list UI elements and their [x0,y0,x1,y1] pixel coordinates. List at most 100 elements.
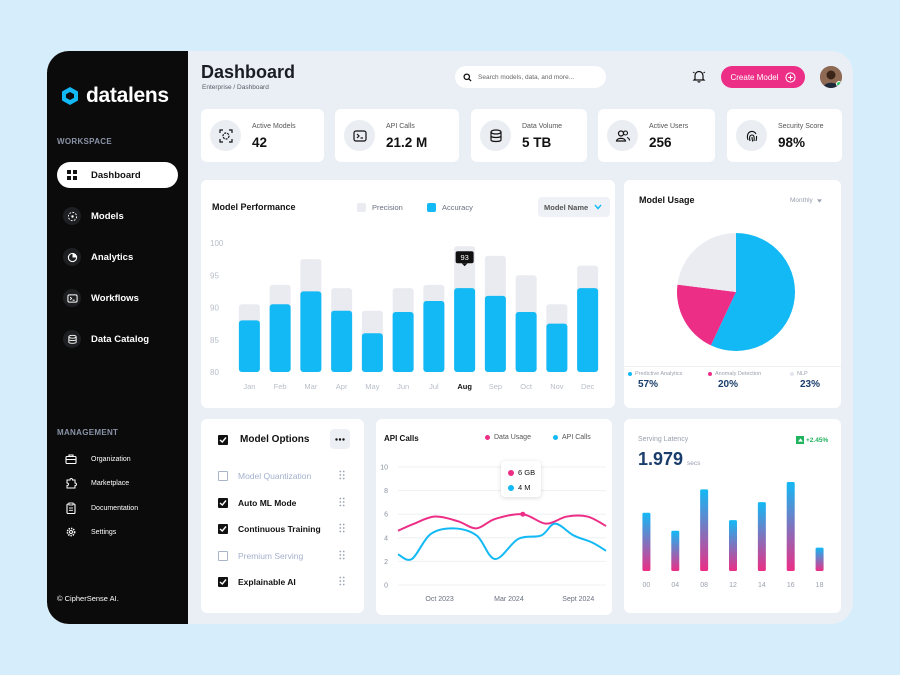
stat-card-active-users[interactable]: Active Users 256 [598,109,715,162]
data-usage-line [397,513,607,532]
sidebar-item-label: Organization [91,455,131,463]
option-checkbox[interactable] [218,577,228,587]
stat-card-data-volume[interactable]: Data Volume 5 TB [471,109,587,162]
option-row[interactable]: Model Quantization [218,471,311,481]
logo-icon [62,87,78,105]
sidebar-item-label: Workflows [91,292,139,304]
x-tick-label: Dec [581,382,595,391]
latency-value: 1.979 [638,449,684,469]
serving-latency-card: Serving Latency +2.45% 1.979 secs 00 04 08… [624,419,841,613]
notification-bell-icon[interactable] [692,69,706,88]
option-label: Auto ML Mode [238,497,297,508]
stat-card-active-models[interactable]: Active Models 42 [201,109,324,162]
accuracy-bar [454,288,476,372]
highlight-tooltip-box [455,251,474,264]
x-tick-label: Feb [274,382,287,391]
x-tick-label: Nov [550,382,564,391]
sidebar: datalens WORKSPACE Dashboard Models Anal… [47,51,188,624]
option-checkbox[interactable] [218,550,228,561]
period-dropdown[interactable]: Monthly [790,197,822,204]
stat-label: API Calls [386,123,415,130]
drag-handle-icon[interactable] [339,576,345,588]
option-row[interactable]: Premium Serving [218,550,304,561]
api-calls-line [397,522,607,561]
search-icon [463,72,472,82]
x-tick-label: Oct [520,382,533,391]
latency-value-group: 1.979 secs [638,449,700,470]
drag-handle-icon[interactable] [339,497,345,509]
sidebar-item-settings[interactable]: Settings [65,526,116,538]
legend-swatch [427,203,436,212]
legend-label: Predictive Analytics [635,371,683,377]
x-tick-label: 12 [729,582,737,589]
accuracy-bar [331,310,353,372]
search-input[interactable]: Search models, data, and more... [455,66,606,88]
logo[interactable]: datalens [60,84,169,108]
brand-name: datalens [86,84,169,107]
accuracy-bar [484,295,506,372]
model-usage-card: Model Usage Monthly Predictive Analytics… [624,180,841,408]
option-label: Model Quantization [238,471,312,481]
y-tick-label: 100 [210,239,224,248]
sidebar-item-data-catalog[interactable]: Data Catalog [57,326,178,352]
x-tick-label: 14 [758,582,766,589]
sidebar-item-label: Analytics [91,251,134,263]
legend-label: API Calls [562,434,591,441]
more-options-button[interactable] [330,429,350,449]
legend-precision[interactable]: Precision [357,203,403,212]
model-name-dropdown[interactable]: Model Name [538,197,610,217]
fingerprint-icon [736,120,767,151]
chevron-down-icon [594,204,602,210]
accuracy-bar [269,304,291,372]
y-tick-label: 6 [384,512,388,519]
x-tick-label: Apr [336,382,348,391]
x-tick-label: Oct 2023 [425,596,454,603]
sidebar-item-documentation[interactable]: Documentation [65,502,138,514]
option-checkbox[interactable] [218,497,228,508]
drag-handle-icon[interactable] [339,523,345,535]
accuracy-bar [361,333,383,372]
drag-handle-icon[interactable] [339,550,345,562]
accuracy-bar [577,288,599,372]
x-tick-label: 00 [643,582,651,589]
option-checkbox[interactable] [218,471,228,481]
stat-card-security-score[interactable]: Security Score 98% [727,109,842,162]
option-row[interactable]: Explainable AI [218,577,296,587]
latency-bar [786,481,795,571]
app-window: datalens WORKSPACE Dashboard Models Anal… [47,51,853,624]
stat-value: 5 TB [522,135,552,150]
option-label: Premium Serving [238,550,304,561]
avatar[interactable] [820,66,842,88]
sidebar-item-marketplace[interactable]: Marketplace [65,477,129,489]
sidebar-item-models[interactable]: Models [57,203,178,229]
ellipsis-icon [335,437,345,441]
drag-handle-icon[interactable] [339,470,345,482]
sidebar-item-workflows[interactable]: Workflows [57,285,178,311]
x-tick-label: Sep [489,382,502,391]
tooltip-value: 6 GB [518,468,536,477]
legend-dot [628,372,632,376]
briefcase-icon [65,454,77,465]
stat-label: Security Score [778,123,824,130]
legend-data-usage[interactable]: Data Usage [485,434,531,441]
sidebar-item-organization[interactable]: Organization [65,453,131,465]
select-all-checkbox[interactable] [218,434,228,445]
pie-slice-2 [677,284,736,346]
breadcrumb[interactable]: Enterprise / Dashboard [202,84,269,91]
create-model-button[interactable]: Create Model [721,66,805,88]
performance-bar-chart: 80 85 90 95 100 Jan Feb Mar Apr May Jun Jul Aug 93 Sep… [210,239,599,391]
chart-tooltip: 6 GB 4 M [501,461,541,497]
y-tick-label: 10 [380,465,388,472]
option-row[interactable]: Continuous Training [218,524,321,534]
option-row[interactable]: Auto ML Mode [218,497,297,508]
puzzle-icon [66,478,77,489]
latency-bar [815,547,824,571]
grid-icon [63,166,81,184]
stat-value: 42 [252,135,268,150]
legend-accuracy[interactable]: Accuracy [427,203,473,212]
stat-card-api-calls[interactable]: API Calls 21.2 M [335,109,459,162]
sidebar-item-dashboard[interactable]: Dashboard [57,162,178,188]
option-checkbox[interactable] [218,524,228,534]
legend-api-calls[interactable]: API Calls [553,434,591,441]
sidebar-item-analytics[interactable]: Analytics [57,244,178,270]
